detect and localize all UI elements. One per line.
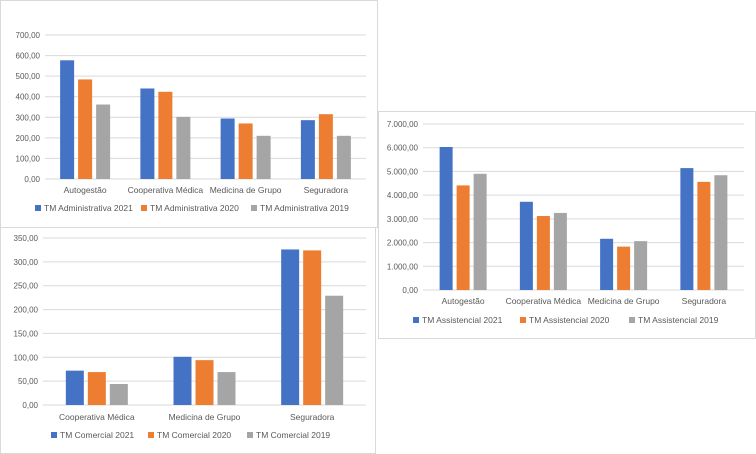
chart-panel-assistencial: 0,00 1.000,00 2.000,00 3.000,00 4.000,00 5.00… [378,111,756,339]
bar-tm-comercial-2019-2 [325,295,344,405]
legend-swatch [141,205,147,211]
bar-tm-administrativa-2019-3 [336,135,351,179]
bar-chart-administrativa: 0,00 100,00 200,00 300,00 400,00 500,00 600,00… [16,31,366,213]
y-tick-label: 200,00 [16,134,41,143]
x-category-label: Autogestão [64,185,107,195]
bar-tm-assistencial-2021-3 [680,168,694,290]
legend-label: TM Administrativa 2020 [150,203,239,213]
y-tick-label: 3.000,00 [387,215,419,224]
y-tick-label: 50,00 [18,377,39,386]
y-tick-label: 5.000,00 [387,167,419,176]
y-tick-label: 0,00 [24,175,40,184]
y-tick-label: 600,00 [16,52,41,61]
y-tick-label: 1.000,00 [387,262,419,271]
bar-tm-assistencial-2019-3 [714,175,728,290]
y-tick-label: 4.000,00 [387,191,419,200]
bar-tm-administrativa-2019-2 [256,135,271,179]
legend-label: TM Assistencial 2020 [529,315,610,325]
bar-tm-administrativa-2019-1 [176,116,191,179]
y-tick-label: 0,00 [22,401,38,410]
legend-label: TM Comercial 2020 [157,430,231,440]
x-category-label: Cooperativa Médica [128,185,204,195]
x-category-label: Autogestão [442,296,485,306]
y-tick-label: 2.000,00 [387,239,419,248]
bar-tm-administrativa-2021-2 [220,118,235,179]
legend-label: TM Assistencial 2021 [422,315,503,325]
legend-label: TM Administrativa 2019 [260,203,349,213]
chart-panel-comercial: 0,00 50,00 100,00 150,00 200,00 250,00 300,00 3… [0,227,376,454]
bar-tm-administrativa-2019-0 [96,104,111,179]
bar-tm-administrativa-2020-2 [238,123,253,179]
bar-tm-assistencial-2021-1 [519,201,533,290]
bar-tm-administrativa-2021-0 [60,60,75,179]
y-tick-label: 7.000,00 [387,120,419,129]
y-tick-label: 0,00 [402,286,418,295]
y-tick-label: 300,00 [14,258,39,267]
bar-tm-comercial-2020-1 [195,360,214,405]
y-tick-label: 150,00 [14,329,39,338]
y-tick-label: 250,00 [14,282,39,291]
y-tick-label: 700,00 [16,31,41,40]
y-tick-label: 100,00 [14,353,39,362]
bar-tm-assistencial-2020-1 [536,216,550,290]
y-tick-label: 500,00 [16,72,41,81]
chart-panel-admin: 0,00 100,00 200,00 300,00 400,00 500,00 600,00… [0,0,378,228]
x-category-label: Cooperativa Médica [59,412,135,422]
bar-tm-administrativa-2021-3 [300,120,315,179]
bar-tm-assistencial-2019-2 [634,241,648,290]
bar-tm-assistencial-2019-0 [473,173,487,290]
legend-swatch [251,205,257,211]
legend-label: TM Comercial 2019 [256,430,330,440]
x-category-label: Medicina de Grupo [169,412,241,422]
bar-tm-assistencial-2020-2 [617,246,631,290]
y-tick-label: 350,00 [14,234,39,243]
y-tick-label: 300,00 [16,113,41,122]
legend-label: TM Assistencial 2019 [638,315,719,325]
x-category-label: Cooperativa Médica [506,296,582,306]
bar-tm-assistencial-2020-3 [697,181,711,290]
bar-tm-comercial-2021-2 [281,249,300,405]
y-tick-label: 400,00 [16,93,41,102]
legend-swatch [148,432,154,438]
bar-chart-comercial: 0,00 50,00 100,00 150,00 200,00 250,00 300,00 3… [14,234,366,440]
bar-tm-comercial-2019-0 [109,384,128,405]
legend-swatch [629,317,635,323]
bar-tm-assistencial-2020-0 [456,185,470,290]
x-category-label: Seguradora [682,296,727,306]
bar-tm-comercial-2020-2 [303,250,322,405]
legend-label: TM Comercial 2021 [60,430,134,440]
legend-swatch [247,432,253,438]
y-tick-label: 6.000,00 [387,144,419,153]
bar-tm-comercial-2019-1 [217,372,236,405]
y-tick-label: 100,00 [16,154,41,163]
legend-swatch [35,205,41,211]
legend-swatch [520,317,526,323]
bar-tm-comercial-2021-0 [65,370,84,405]
bar-tm-administrativa-2020-1 [158,91,173,179]
bar-tm-assistencial-2019-1 [553,212,567,290]
x-category-label: Seguradora [290,412,335,422]
y-tick-label: 200,00 [14,306,39,315]
bar-tm-administrativa-2020-3 [318,114,333,179]
bar-tm-comercial-2021-1 [173,356,192,405]
legend-swatch [51,432,57,438]
x-category-label: Medicina de Grupo [588,296,660,306]
legend-label: TM Administrativa 2021 [44,203,133,213]
x-category-label: Medicina de Grupo [210,185,282,195]
bar-chart-assistencial: 0,00 1.000,00 2.000,00 3.000,00 4.000,00 5.00… [387,120,744,325]
bar-tm-comercial-2020-0 [87,372,106,405]
bar-tm-administrativa-2021-1 [140,88,155,179]
bar-tm-administrativa-2020-0 [78,79,93,179]
bar-tm-assistencial-2021-2 [600,238,614,290]
legend-swatch [413,317,419,323]
x-category-label: Seguradora [304,185,349,195]
bar-tm-assistencial-2021-0 [439,147,453,290]
